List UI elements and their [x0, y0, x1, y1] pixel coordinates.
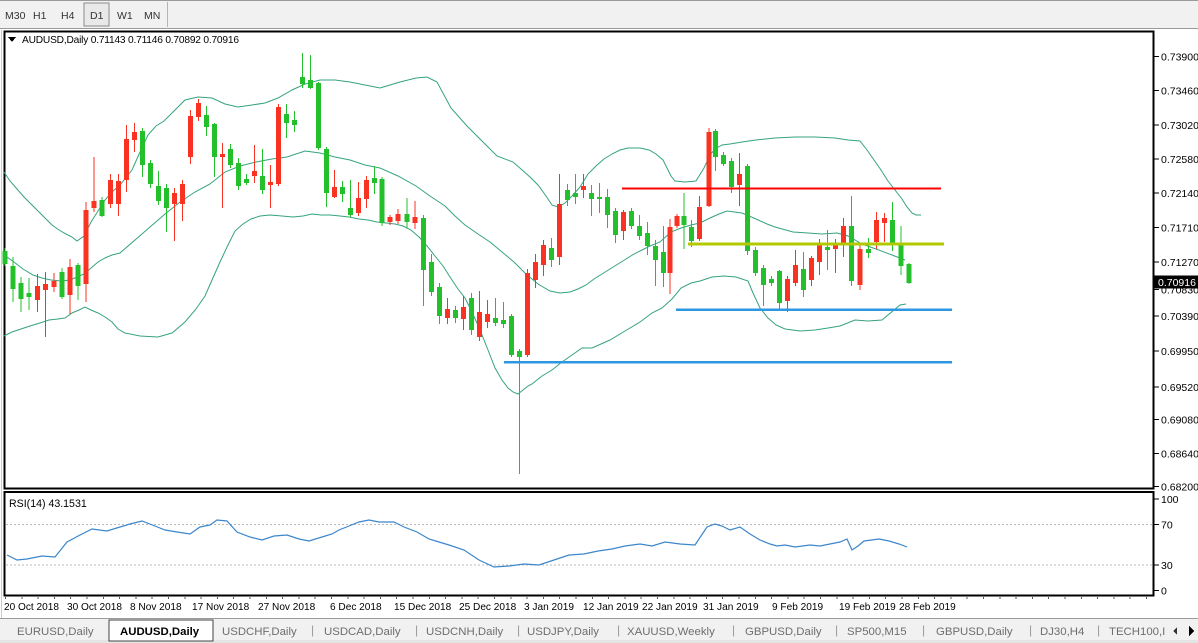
svg-text:H1: H1	[33, 10, 47, 22]
svg-text:DJ30,H4: DJ30,H4	[1040, 626, 1084, 638]
svg-text:8 Nov 2018: 8 Nov 2018	[130, 602, 182, 613]
svg-text:15 Dec 2018: 15 Dec 2018	[394, 602, 452, 613]
svg-text:22 Jan 2019: 22 Jan 2019	[642, 602, 698, 613]
svg-text:0.68640: 0.68640	[1161, 448, 1198, 460]
svg-text:|: |	[732, 623, 735, 637]
svg-text:|: |	[517, 623, 520, 637]
svg-text:17 Nov 2018: 17 Nov 2018	[192, 602, 250, 613]
svg-text:USDCAD,Daily: USDCAD,Daily	[324, 626, 401, 638]
svg-text:30: 30	[1161, 560, 1173, 572]
svg-text:27 Nov 2018: 27 Nov 2018	[258, 602, 316, 613]
svg-text:|: |	[1097, 623, 1100, 637]
svg-text:19 Feb 2019: 19 Feb 2019	[839, 602, 896, 613]
svg-text:0.72140: 0.72140	[1161, 188, 1198, 200]
svg-text:XAUUSD,Weekly: XAUUSD,Weekly	[627, 626, 715, 638]
svg-text:0.72580: 0.72580	[1161, 154, 1198, 166]
svg-text:TECH100,I: TECH100,I	[1109, 626, 1165, 638]
svg-text:AUDUSD,Daily 0.71143 0.71146: AUDUSD,Daily 0.71143 0.71146 0.70892 0.7…	[22, 35, 239, 46]
svg-text:30 Oct 2018: 30 Oct 2018	[67, 602, 122, 613]
svg-text:0.69080: 0.69080	[1161, 415, 1198, 427]
svg-text:28 Feb 2019: 28 Feb 2019	[899, 602, 956, 613]
svg-text:0.69520: 0.69520	[1161, 382, 1198, 394]
svg-text:USDJPY,Daily: USDJPY,Daily	[527, 626, 599, 638]
svg-text:0.70390: 0.70390	[1161, 311, 1198, 323]
svg-text:9 Feb 2019: 9 Feb 2019	[772, 602, 823, 613]
svg-text:0.73460: 0.73460	[1161, 86, 1198, 98]
svg-text:25 Dec 2018: 25 Dec 2018	[459, 602, 517, 613]
svg-text:|: |	[617, 623, 620, 637]
svg-text:0.68200: 0.68200	[1161, 482, 1198, 494]
svg-text:MN: MN	[144, 10, 160, 22]
svg-text:0.71270: 0.71270	[1161, 257, 1198, 269]
svg-text:W1: W1	[117, 10, 133, 22]
svg-text:|: |	[311, 623, 314, 637]
svg-text:|: |	[1029, 623, 1032, 637]
svg-text:100: 100	[1161, 494, 1179, 506]
svg-text:0.71710: 0.71710	[1161, 222, 1198, 234]
svg-text:0: 0	[1161, 586, 1167, 598]
svg-text:USDCHF,Daily: USDCHF,Daily	[222, 626, 297, 638]
svg-text:GBPUSD,Daily: GBPUSD,Daily	[936, 626, 1013, 638]
svg-text:70: 70	[1161, 520, 1173, 532]
svg-text:|: |	[835, 623, 838, 637]
svg-text:20 Oct 2018: 20 Oct 2018	[4, 602, 59, 613]
svg-text:D1: D1	[90, 10, 104, 22]
svg-text:EURUSD,Daily: EURUSD,Daily	[17, 626, 94, 638]
svg-text:0.73020: 0.73020	[1161, 120, 1198, 132]
svg-text:|: |	[922, 623, 925, 637]
svg-text:0.70916: 0.70916	[1158, 277, 1196, 289]
svg-text:6 Dec 2018: 6 Dec 2018	[330, 602, 382, 613]
svg-text:M30: M30	[5, 10, 26, 22]
svg-text:12 Jan 2019: 12 Jan 2019	[583, 602, 639, 613]
svg-text:USDCNH,Daily: USDCNH,Daily	[426, 626, 504, 638]
svg-text:3 Jan 2019: 3 Jan 2019	[524, 602, 574, 613]
svg-text:AUDUSD,Daily: AUDUSD,Daily	[120, 626, 200, 638]
svg-text:GBPUSD,Daily: GBPUSD,Daily	[745, 626, 822, 638]
svg-text:|: |	[415, 623, 418, 637]
svg-text:31 Jan 2019: 31 Jan 2019	[703, 602, 759, 613]
svg-text:H4: H4	[61, 10, 75, 22]
svg-text:0.69950: 0.69950	[1161, 346, 1198, 358]
svg-text:SP500,M15: SP500,M15	[847, 626, 907, 638]
svg-text:RSI(14) 43.1531: RSI(14) 43.1531	[9, 498, 87, 510]
svg-text:0.73900: 0.73900	[1161, 52, 1198, 64]
